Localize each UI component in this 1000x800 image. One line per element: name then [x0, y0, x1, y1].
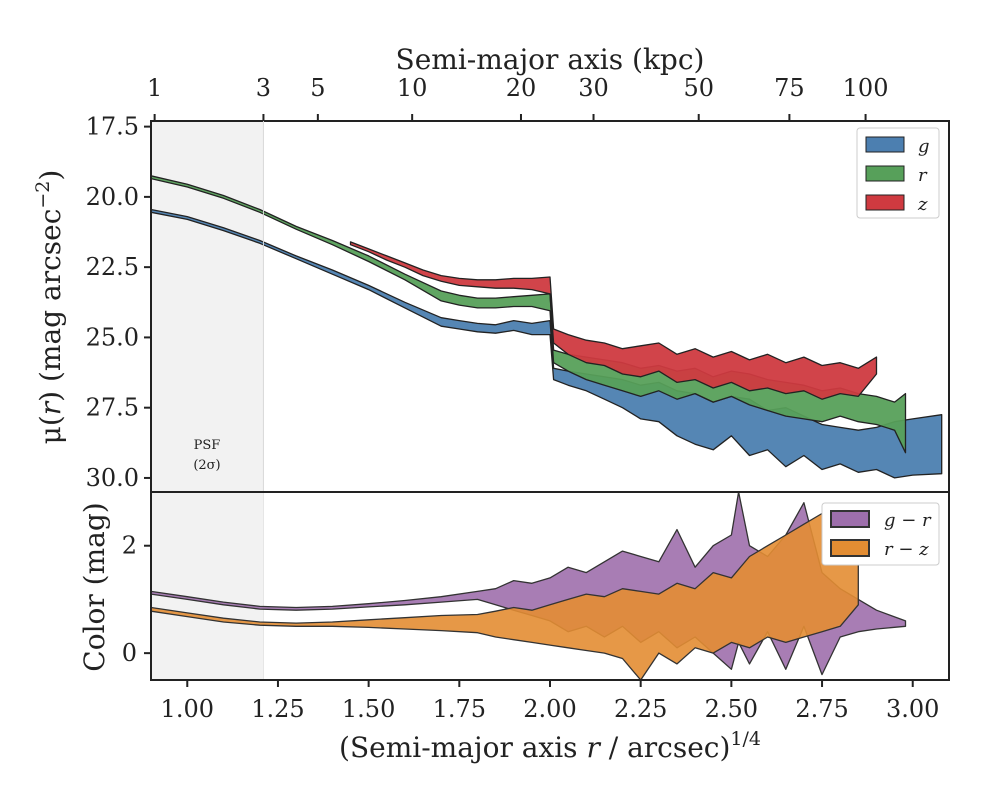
- xlabel-variable: r: [586, 731, 601, 764]
- r-minus-z-color: [151, 507, 859, 680]
- top-y-tick-label: 22.5: [86, 253, 139, 281]
- top-kpc-tick-label: 75: [774, 74, 805, 102]
- top-y-tick-label: 17.5: [86, 113, 139, 141]
- psf-label-line2: (2σ): [193, 458, 220, 473]
- color-series: [151, 492, 907, 680]
- legend-label-z: z: [917, 194, 928, 215]
- top-kpc-ticks: 1 3 5 10 20 30 50 75 100: [147, 74, 888, 121]
- legend-label-r: r: [918, 165, 928, 186]
- top-y-axis-title: μ(r) (mag arcsec−2): [32, 170, 67, 445]
- legend-swatch-g-minus-r: [830, 510, 870, 528]
- xlabel-exponent: 1/4: [730, 728, 761, 750]
- top-kpc-tick-label: 30: [578, 74, 609, 102]
- xlabel-unit: / arcsec): [600, 731, 731, 764]
- xlabel-main: (Semi-major axis: [339, 731, 586, 764]
- legend-swatch-r: [865, 165, 905, 182]
- g-band-profile: [151, 208, 943, 479]
- top-kpc-tick-label: 3: [256, 74, 271, 102]
- bottom-x-tick-label: 2.25: [614, 695, 667, 723]
- surface-brightness-series: [151, 175, 943, 479]
- legend-swatch-g: [865, 136, 905, 153]
- bottom-y-tick-label: 0: [122, 639, 137, 667]
- top-kpc-tick-label: 5: [310, 74, 325, 102]
- top-y-tick-label: 30.0: [86, 464, 139, 492]
- bottom-x-tick-label: 1.75: [433, 695, 486, 723]
- bottom-legend: g − r r − z: [821, 502, 940, 566]
- psf-label-line1: PSF: [194, 438, 221, 453]
- legend-swatch-r-minus-z: [830, 539, 870, 557]
- bottom-x-tick-label: 3.00: [886, 695, 939, 723]
- top-y-tick-label: 20.0: [86, 183, 139, 211]
- top-kpc-tick-label: 100: [843, 74, 889, 102]
- legend-label-g-minus-r: g − r: [884, 510, 932, 531]
- legend-swatch-z: [865, 194, 905, 211]
- top-y-tick-label: 25.0: [86, 323, 139, 351]
- bottom-x-axis-title: (Semi-major axis r / arcsec)1/4: [339, 728, 761, 764]
- bottom-y-axis-title: Color (mag): [78, 502, 111, 671]
- bottom-x-tick-label: 2.75: [795, 695, 848, 723]
- surface-brightness-panel: 17.520.022.525.027.530.0 1 3 5 10 20 30 50 75 10…: [32, 43, 950, 680]
- ylabel-variable: r: [34, 400, 67, 415]
- top-kpc-tick-label: 10: [397, 74, 428, 102]
- top-y-ticks: 17.5 20.0 22.5 25.0 27.5 30.0: [86, 113, 151, 492]
- ylabel-close: ): [34, 170, 67, 181]
- top-kpc-tick-label: 1: [147, 74, 162, 102]
- z-band-profile: [349, 241, 878, 400]
- color-panel: 02 1.00 1.25 1.50 1.75 2.00 2.25 2.50 2.75 3.00 …: [78, 491, 950, 764]
- bottom-x-tick-label: 2.50: [705, 695, 758, 723]
- bottom-y-tick-label: 2: [122, 532, 137, 560]
- top-axis-title: Semi-major axis (kpc): [396, 43, 705, 76]
- ylabel-exponent: −2: [32, 181, 54, 209]
- ylabel-prefix: μ(: [34, 415, 67, 444]
- psf-shaded-region: [151, 121, 264, 492]
- top-kpc-tick-label: 50: [683, 74, 714, 102]
- legend-label-r-minus-z: r − z: [884, 539, 929, 560]
- bottom-x-ticks: 1.00 1.25 1.50 1.75 2.00 2.25 2.50 2.75 3.00: [161, 680, 939, 723]
- top-kpc-tick-label: 20: [506, 74, 537, 102]
- legend-label-g: g: [918, 136, 930, 157]
- ylabel-units: ) (mag arcsec: [34, 209, 67, 402]
- bottom-x-tick-label: 2.00: [523, 695, 576, 723]
- bottom-x-tick-label: 1.00: [161, 695, 214, 723]
- psf-shaded-region-lower: [151, 492, 264, 680]
- bottom-x-tick-label: 1.25: [251, 695, 304, 723]
- bottom-y-ticks: 02: [122, 532, 151, 667]
- top-y-tick-label: 27.5: [86, 394, 139, 422]
- bottom-x-tick-label: 1.50: [342, 695, 395, 723]
- top-legend: g r z: [856, 127, 940, 219]
